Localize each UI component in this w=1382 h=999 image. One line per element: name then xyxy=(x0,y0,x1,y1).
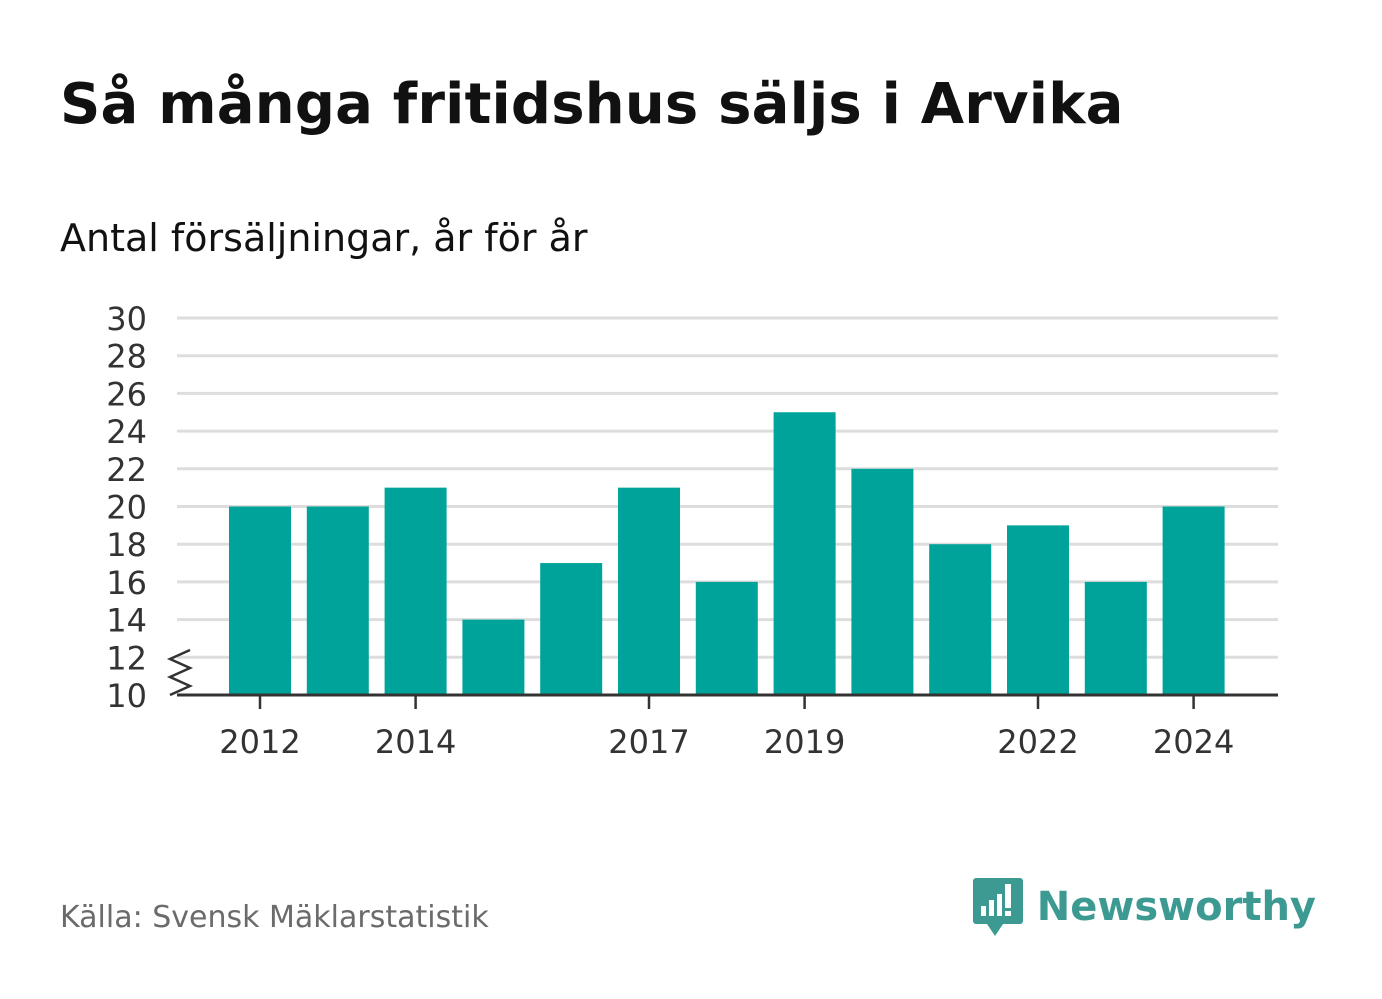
x-axis xyxy=(166,648,1278,697)
bar-2019 xyxy=(773,412,836,695)
source-note: Källa: Svensk Mäklarstatistik xyxy=(60,900,489,935)
bar-2024 xyxy=(1162,506,1225,695)
y-tick-label: 10 xyxy=(106,677,147,715)
bar-2022 xyxy=(1007,525,1069,695)
y-tick-label: 18 xyxy=(106,526,147,564)
brand-logo[interactable]: Newsworthy xyxy=(972,878,1316,936)
chart-subtitle: Antal försäljningar, år för år xyxy=(60,216,588,260)
x-tick-label: 2014 xyxy=(375,723,456,761)
bar-2014 xyxy=(384,487,447,695)
bar-2016 xyxy=(540,563,603,695)
bar-2020 xyxy=(851,468,914,695)
x-tick-label: 2022 xyxy=(997,723,1078,761)
chart-title: Så många fritidshus säljs i Arvika xyxy=(60,72,1124,137)
y-tick-label: 14 xyxy=(106,602,147,640)
bar-2017 xyxy=(618,487,680,695)
x-tick-label: 2017 xyxy=(608,723,689,761)
bar-2018 xyxy=(695,581,758,695)
y-tick-label: 30 xyxy=(106,300,147,338)
bar-2012 xyxy=(229,506,291,695)
x-tick-label: 2024 xyxy=(1153,723,1234,761)
y-tick-label: 16 xyxy=(106,564,147,602)
bars xyxy=(229,412,1225,695)
x-tick-label: 2012 xyxy=(219,723,300,761)
y-tick-label: 26 xyxy=(106,375,147,413)
newsworthy-logo-icon xyxy=(972,878,1023,936)
bar-2021 xyxy=(929,544,992,695)
y-tick-label: 12 xyxy=(106,639,147,677)
bar-2013 xyxy=(306,506,369,695)
bar-2023 xyxy=(1084,581,1147,695)
y-tick-label: 28 xyxy=(106,338,147,376)
brand-name: Newsworthy xyxy=(1036,884,1316,930)
y-tick-label: 20 xyxy=(106,489,147,527)
y-tick-label: 22 xyxy=(106,451,147,489)
x-axis-ticks: 2012 2014 2017 2019 2022 2024 xyxy=(219,695,1234,761)
x-tick-label: 2019 xyxy=(764,723,845,761)
axis-break-icon xyxy=(166,648,194,697)
y-tick-label: 24 xyxy=(106,413,147,451)
bar-2015 xyxy=(462,619,525,695)
